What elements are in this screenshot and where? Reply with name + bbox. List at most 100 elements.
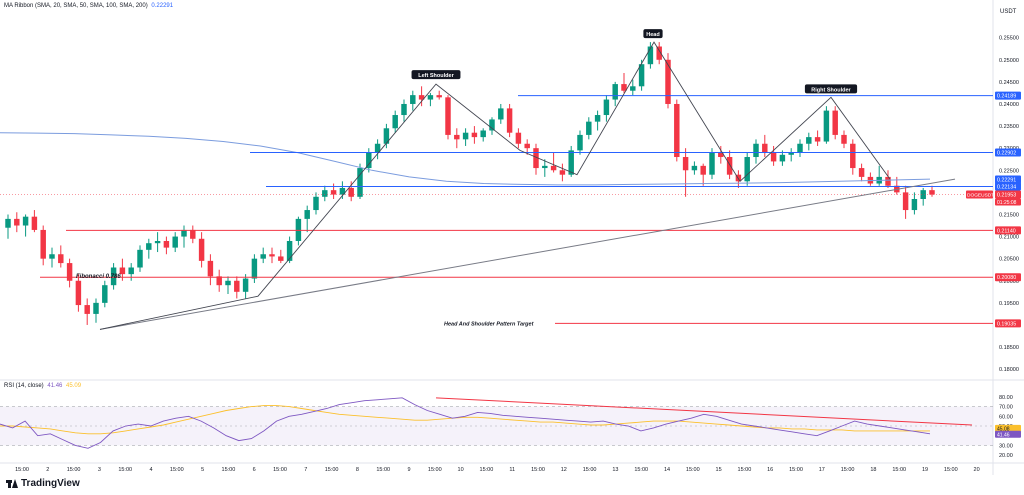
price-tick-label: 0.20000 xyxy=(999,279,1019,285)
time-tick-label: 15:00 xyxy=(273,467,287,473)
time-tick-label: 15:00 xyxy=(789,467,803,473)
time-tick-label: 3 xyxy=(98,467,101,473)
candle-body xyxy=(14,218,20,226)
candle xyxy=(594,110,601,131)
candle xyxy=(445,95,451,140)
candle-body xyxy=(550,165,557,171)
candle xyxy=(542,159,548,177)
time-tick-label: 5 xyxy=(201,467,204,473)
time-tick-label: 17 xyxy=(819,467,825,473)
candle-body xyxy=(911,199,918,211)
level-price-tag xyxy=(995,319,1021,328)
target-label: Head And Shoulder Pattern Target xyxy=(444,321,535,327)
indicator-value: 0.22291 xyxy=(151,3,174,9)
time-tick-label: 15:00 xyxy=(222,467,236,473)
candle-body xyxy=(31,216,38,230)
candle-body xyxy=(718,152,724,158)
candle xyxy=(269,247,275,264)
candle xyxy=(410,90,416,111)
candle-body xyxy=(559,170,566,175)
candle-body xyxy=(814,137,821,142)
time-tick-label: 15:00 xyxy=(686,467,700,473)
candle-body xyxy=(515,132,522,144)
right-shoulder-label-bg xyxy=(804,84,858,94)
rsi-name: RSI (14, close) xyxy=(4,383,44,389)
level-price-tag xyxy=(995,175,1021,184)
candle-body xyxy=(40,229,46,259)
rsi-legend: RSI (14, close) 41.46 45.09 xyxy=(4,383,81,389)
level-price-label: 0.20080 xyxy=(997,275,1016,281)
level-price-label: 0.21953 xyxy=(997,192,1016,198)
candle-body xyxy=(84,305,90,314)
time-tick-label: 6 xyxy=(253,467,256,473)
time-tick-label: 8 xyxy=(356,467,359,473)
candle xyxy=(674,99,680,162)
time-tick-label: 12 xyxy=(561,467,567,473)
indicator-name: MA Ribbon (SMA, 20, SMA, 50, SMA, 100, S… xyxy=(4,3,148,9)
candle xyxy=(31,210,38,233)
level-price-label: 0.22134 xyxy=(997,184,1016,190)
candle-body xyxy=(392,115,398,129)
candle xyxy=(58,245,64,268)
candle xyxy=(357,163,363,199)
candle xyxy=(630,79,636,96)
price-tick-label: 0.20500 xyxy=(999,257,1019,263)
candle-body xyxy=(762,143,768,153)
candle-body xyxy=(577,134,583,151)
candle-body xyxy=(401,103,407,116)
level-price-label: 0.19035 xyxy=(997,321,1016,327)
candle xyxy=(154,232,161,253)
time-tick-label: 18 xyxy=(870,467,876,473)
candle xyxy=(427,92,434,107)
symbol-tag xyxy=(966,190,993,199)
candle xyxy=(49,247,55,268)
time-tick-label: 15:00 xyxy=(428,467,442,473)
candle xyxy=(163,236,170,255)
rsi-tick-label: 30.00 xyxy=(999,443,1013,449)
candle-body xyxy=(841,134,847,144)
candle xyxy=(75,274,82,312)
level-price-label: 0.22902 xyxy=(997,151,1016,157)
candle-body xyxy=(163,240,170,248)
candle-body xyxy=(770,152,777,162)
rsi-divergence-line xyxy=(435,397,973,426)
candles-group xyxy=(5,42,935,325)
candle-body xyxy=(93,302,99,314)
candle xyxy=(480,128,486,142)
candle xyxy=(278,249,284,264)
time-tick-label: 13 xyxy=(612,467,618,473)
candle-body xyxy=(638,64,645,87)
time-tick-label: 15:00 xyxy=(634,467,648,473)
right-shoulder-label: Right Shoulder xyxy=(811,87,851,93)
price-tick-label: 0.19500 xyxy=(999,301,1019,307)
rsi-line xyxy=(0,397,931,449)
candle-body xyxy=(110,267,117,286)
time-tick-label: 11 xyxy=(509,467,515,473)
candle-body xyxy=(366,152,372,169)
candle-body xyxy=(146,243,152,250)
candle xyxy=(207,254,214,286)
candle xyxy=(647,42,654,69)
rsi-ma-tag xyxy=(995,424,1021,432)
price-tick-label: 0.21500 xyxy=(999,212,1019,218)
rsi-value-1: 41.46 xyxy=(47,383,63,389)
candle-body xyxy=(128,267,134,275)
time-tick-label: 15:00 xyxy=(841,467,855,473)
candle-body xyxy=(524,143,530,149)
candle xyxy=(823,106,830,144)
time-tick-label: 16 xyxy=(767,467,773,473)
time-tick-label: 15 xyxy=(716,467,722,473)
price-tick-label: 0.25000 xyxy=(999,58,1019,64)
candle-body xyxy=(102,285,108,303)
candle xyxy=(348,181,354,202)
candle-body xyxy=(198,238,205,261)
candle xyxy=(700,163,706,186)
candle-body xyxy=(656,46,662,60)
candle-body xyxy=(322,190,328,197)
candle xyxy=(850,139,856,175)
rsi-tag xyxy=(995,430,1021,438)
candle-body xyxy=(418,95,425,100)
candle-body xyxy=(797,143,803,153)
fibonacci-label: Fibonacci 0.786 xyxy=(76,274,121,280)
